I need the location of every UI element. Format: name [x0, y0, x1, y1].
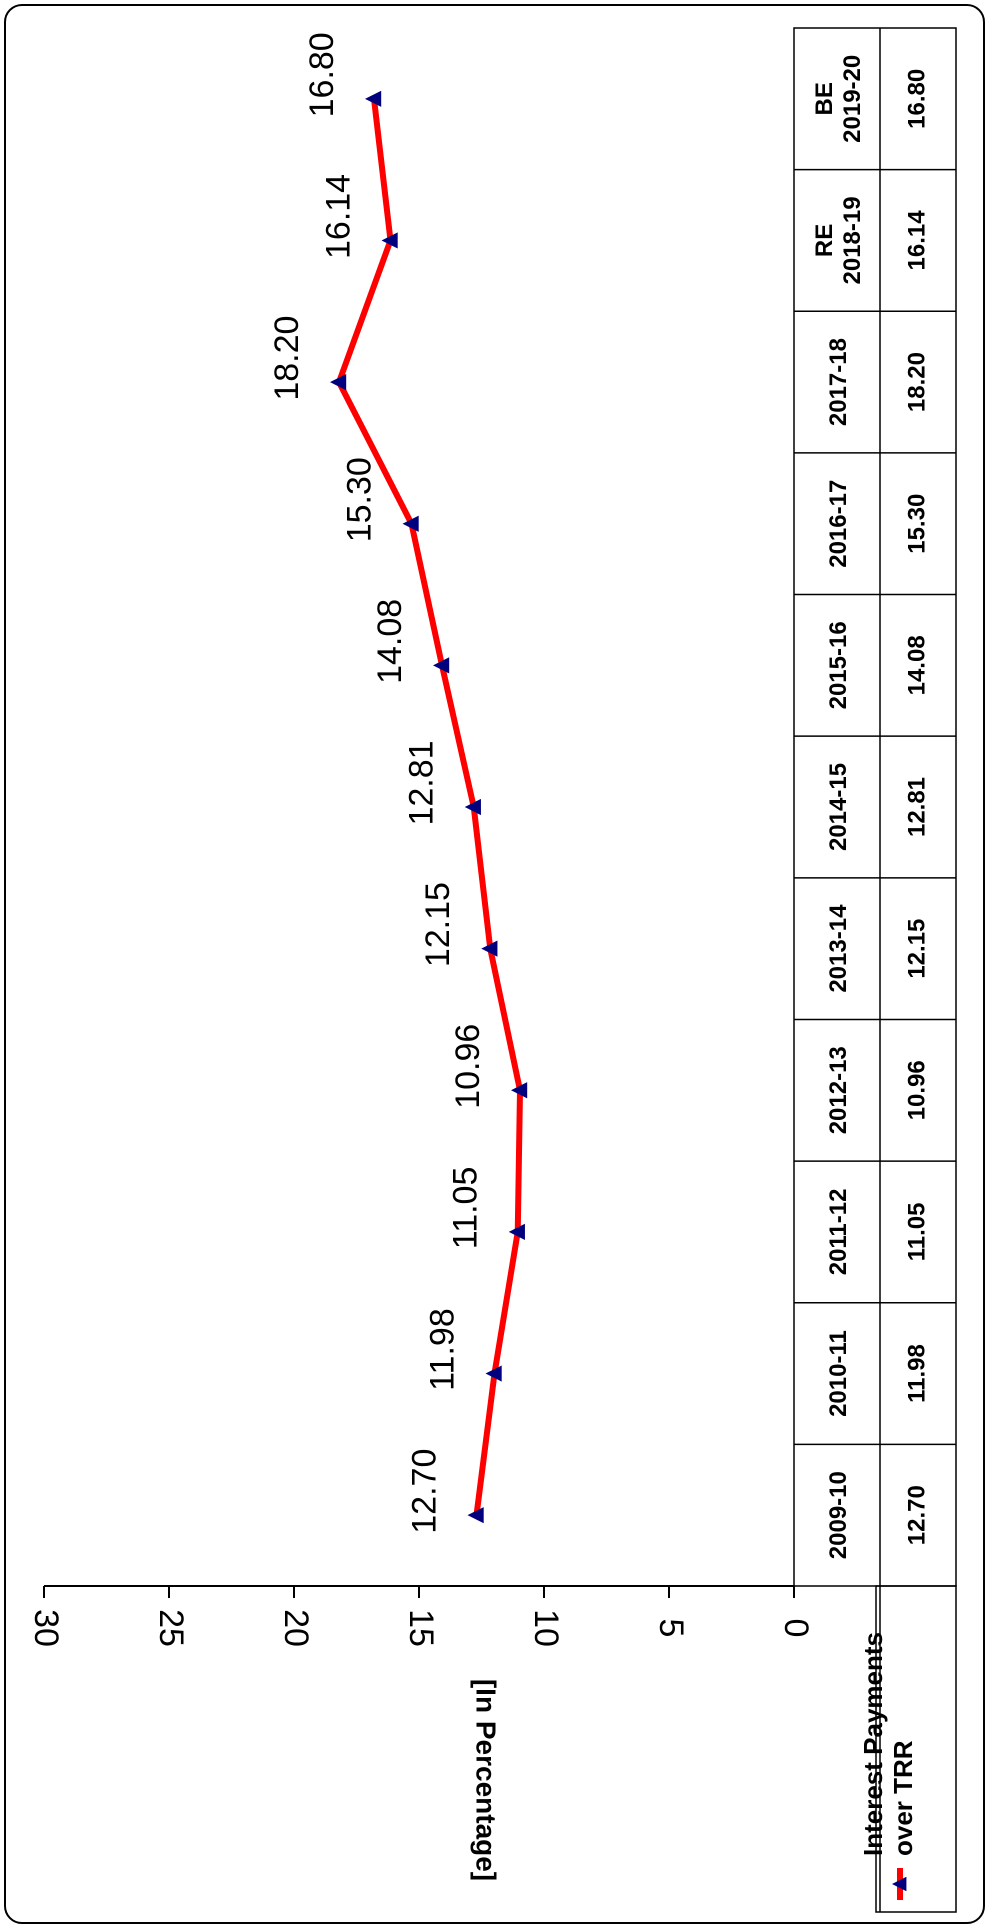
data-point-marker: [485, 1365, 502, 1382]
category-label: 2017-18: [825, 338, 852, 426]
value-axis-tick-label: 25: [152, 1609, 190, 1647]
value-axis-tick-label: 15: [402, 1609, 440, 1647]
data-label: 12.70: [405, 1449, 443, 1534]
data-label: 15.30: [340, 457, 378, 542]
category-label: 2015-16: [825, 621, 852, 709]
data-table-border: [793, 27, 957, 1587]
legend-label: Interest Paymentsover TRR: [858, 1632, 918, 1856]
legend-cell-border: [875, 1585, 957, 1913]
table-value: 10.96: [903, 1060, 930, 1120]
table-value: 16.80: [903, 69, 930, 129]
table-value: 12.70: [903, 1485, 930, 1545]
data-point-marker: [402, 515, 419, 532]
category-label: 2014-15: [825, 763, 852, 851]
table-value: 11.05: [903, 1203, 930, 1262]
data-label: 11.05: [447, 1167, 485, 1250]
y-axis-label: [In Percentage]: [471, 1679, 502, 1881]
table-value: 16.14: [903, 210, 930, 271]
table-value: 12.81: [903, 777, 930, 837]
category-label: RE2018-19: [811, 196, 866, 284]
category-label: 2016-17: [825, 480, 852, 568]
data-label: 12.15: [419, 882, 457, 967]
data-label: 11.98: [423, 1308, 461, 1391]
data-point-marker: [464, 798, 481, 816]
data-label: 16.80: [303, 32, 341, 117]
value-axis-tick-label: 10: [527, 1609, 565, 1647]
category-label: BE2019-20: [811, 55, 866, 143]
table-value: 14.08: [903, 635, 930, 695]
data-label: 14.08: [371, 599, 409, 684]
value-axis-tick-label: 20: [277, 1609, 315, 1647]
category-label: 2009-10: [825, 1471, 852, 1559]
data-point-marker: [508, 1223, 525, 1241]
table-value: 15.30: [903, 494, 930, 554]
value-axis-tick-label: 30: [27, 1609, 65, 1647]
value-axis-tick-label: 0: [777, 1619, 815, 1638]
data-label: 12.81: [403, 740, 441, 825]
category-label: 2013-14: [825, 904, 852, 993]
data-point-marker: [511, 1082, 528, 1099]
data-point-marker: [365, 90, 382, 107]
data-point-marker: [381, 232, 398, 249]
plot-area: 0 5 10 15 20 25 30 [In Percentage] 2009-10 12.70 2…: [27, 27, 957, 1913]
category-label: 2011-12: [825, 1189, 852, 1276]
category-label: 2010-11: [825, 1330, 852, 1417]
chart-frame: [4, 4, 985, 1924]
value-axis-tick-label: 5: [652, 1619, 690, 1638]
data-label: 16.14: [319, 174, 357, 259]
category-label: 2012-13: [825, 1046, 852, 1134]
data-label: 18.20: [268, 316, 306, 401]
table-value: 11.98: [903, 1344, 930, 1403]
data-point-marker: [330, 373, 347, 391]
legend-marker: [892, 1876, 907, 1892]
data-point-marker: [481, 940, 498, 957]
data-label: 10.96: [449, 1024, 487, 1109]
table-value: 12.15: [903, 919, 930, 979]
data-point-marker: [433, 657, 450, 674]
table-value: 18.20: [903, 352, 930, 412]
data-point-marker: [467, 1507, 484, 1524]
